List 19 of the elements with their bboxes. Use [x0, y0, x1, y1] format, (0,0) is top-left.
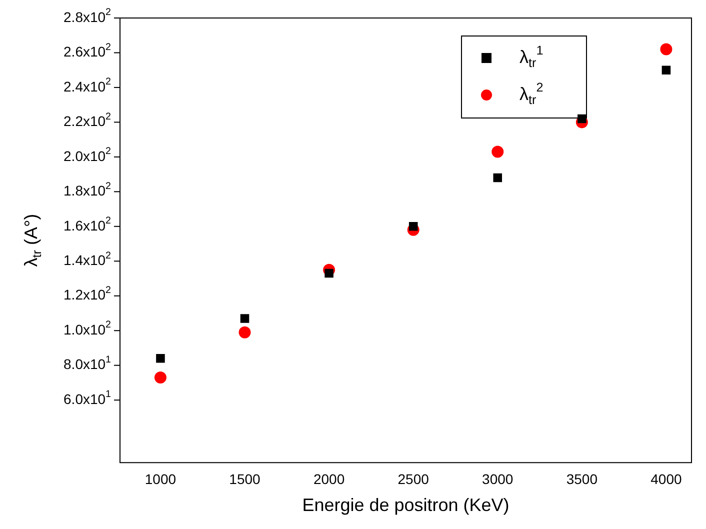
y-axis-title: λtr (A°) [20, 214, 44, 267]
point [240, 314, 250, 323]
point [492, 146, 504, 158]
x-tick-label: 3000 [482, 470, 514, 487]
point [408, 222, 418, 231]
x-tick-label: 2000 [313, 470, 345, 487]
point [156, 354, 165, 363]
x-tick-label: 1500 [229, 470, 261, 487]
point [238, 326, 251, 338]
x-tick-label: 2500 [398, 470, 430, 487]
point [154, 372, 166, 384]
x-tick-label: 3500 [566, 470, 598, 487]
point [662, 66, 671, 74]
x-axis-title: Energie de positron (KeV) [302, 495, 510, 516]
x-tick-label: 1000 [144, 470, 176, 487]
point [324, 268, 334, 278]
point [660, 43, 672, 56]
x-tick-label: 4000 [650, 470, 682, 487]
point [493, 173, 502, 182]
